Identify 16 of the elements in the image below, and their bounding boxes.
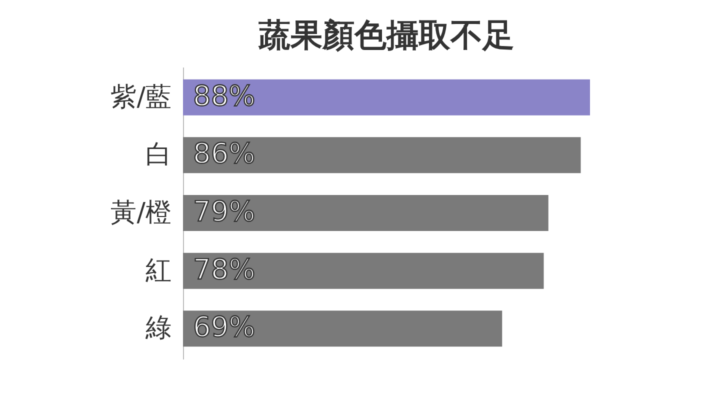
data-label: 79% [193,195,256,228]
y-tick-label: 黃/橙 [110,198,172,228]
y-tick-label: 紫/藍 [110,82,172,112]
y-tick-label: 白 [146,140,172,170]
bar [183,79,590,116]
y-tick-label: 紅 [146,256,172,286]
data-label: 69% [193,310,256,344]
bar [183,137,581,174]
bar [183,310,502,347]
bar [183,252,544,289]
y-tick-label: 綠 [144,314,172,344]
bar [183,195,548,231]
data-label: 88% [193,79,256,112]
data-label: 86% [193,137,256,170]
data-label: 78% [193,252,256,286]
chart-title: 蔬果顏色攝取不足 [258,16,514,54]
